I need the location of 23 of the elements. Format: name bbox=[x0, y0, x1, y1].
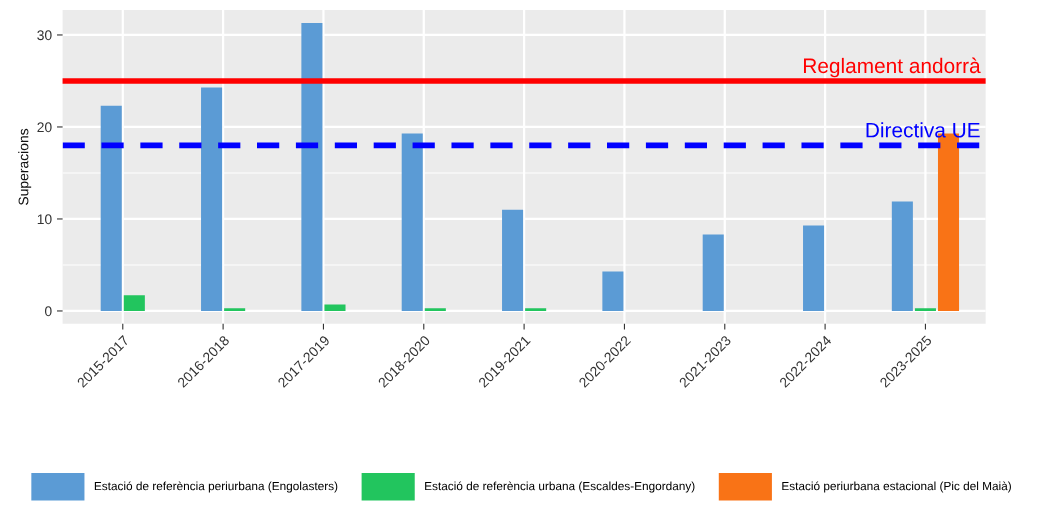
y-tick-label: 20 bbox=[37, 122, 52, 133]
bar bbox=[401, 133, 423, 311]
bar bbox=[201, 87, 223, 311]
bar bbox=[100, 105, 122, 311]
bar bbox=[602, 271, 624, 311]
bar bbox=[803, 225, 825, 311]
ref-line-label: Reglament andorrà bbox=[804, 57, 981, 78]
legend-label: Estació de referència urbana (Escaldes-Engordany) bbox=[425, 481, 695, 493]
y-tick-label: 30 bbox=[37, 30, 52, 41]
y-axis-title: Superacions bbox=[18, 128, 32, 205]
y-tick-label: 0 bbox=[44, 306, 52, 317]
y-tick-label: 10 bbox=[37, 214, 52, 225]
bar bbox=[324, 304, 346, 311]
bar bbox=[224, 308, 246, 311]
bar bbox=[424, 308, 446, 311]
bar bbox=[123, 295, 145, 311]
bar bbox=[525, 308, 547, 311]
bar bbox=[301, 23, 323, 311]
legend-label: Estació periurbana estacional (Pic del Maià) bbox=[782, 481, 1011, 493]
legend-label: Estació de referència periurbana (Engolasters) bbox=[94, 481, 338, 493]
ref-line-label: Directiva UE bbox=[866, 122, 980, 138]
bar bbox=[502, 209, 524, 311]
bar bbox=[702, 234, 724, 311]
